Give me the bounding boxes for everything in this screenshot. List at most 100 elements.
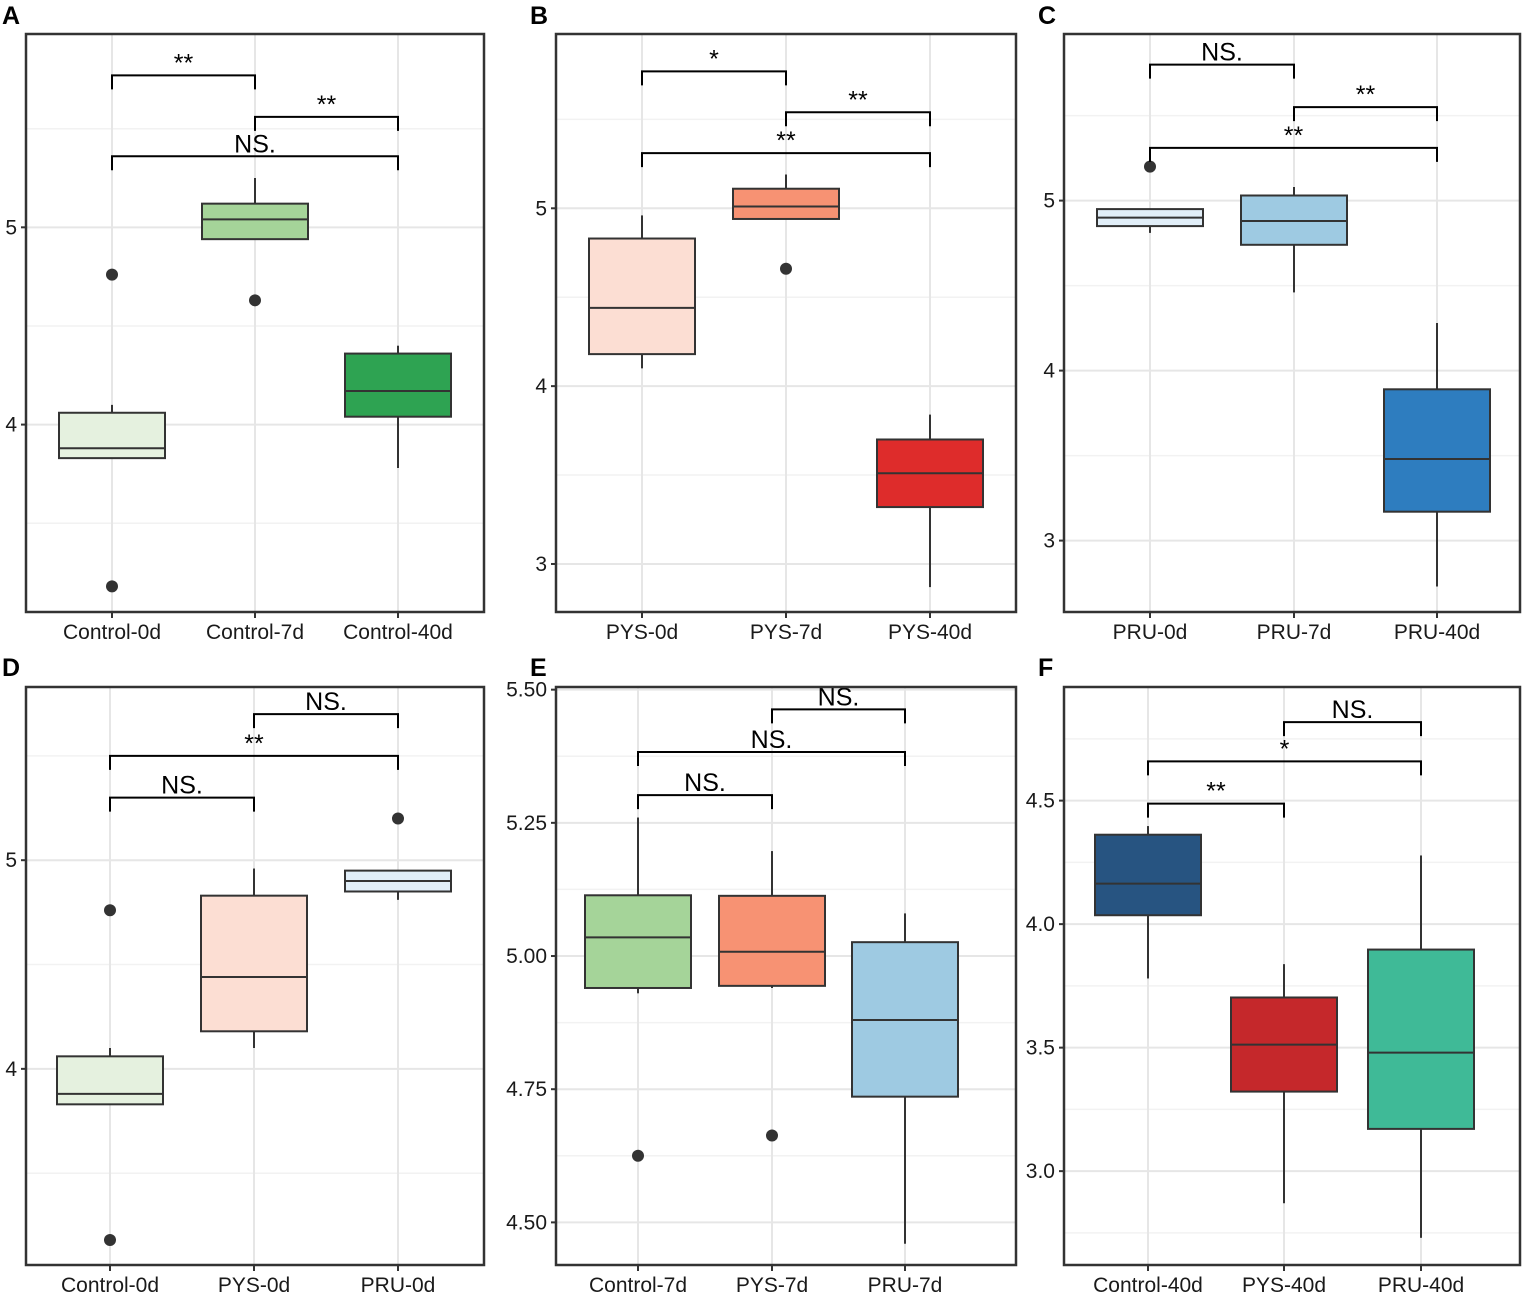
x-category-label: PYS-0d [606,621,678,644]
box-control-40d [344,345,452,468]
outlier-point [1144,160,1156,173]
box-control-0d [58,268,166,593]
box-iqr [1383,388,1491,513]
y-tick-label: 4.5 [1026,790,1055,813]
y-tick-label: 5 [5,216,17,239]
x-category-label: PYS-40d [1242,1274,1326,1295]
y-tick-label: 4 [5,1058,17,1081]
y-tick-label: 4.75 [506,1078,547,1101]
panel-label: B [530,2,548,30]
significance-label: NS. [751,726,793,754]
panel-label: A [2,2,20,30]
panel-a: A ** ** NS. 4 5 Control-0d Control-7d Control-40… [2,2,486,644]
significance-label: NS. [305,688,347,716]
significance-bracket: NS. [637,769,773,810]
significance-label: ** [1206,778,1226,806]
y-tick-label: 3.0 [1026,1160,1055,1183]
significance-bracket: NS. [109,772,255,812]
box-iqr [1367,948,1475,1130]
panel-d: D NS. ** NS. 4 5 Control-0d PYS-0d PRU-0d [2,654,486,1295]
significance-bracket: ** [1147,778,1285,818]
significance-label: NS. [161,772,203,800]
significance-bracket: NS. [253,688,399,729]
y-tick-label: 3.5 [1026,1037,1055,1060]
bracket-line [109,796,255,812]
bracket-line [1147,802,1285,818]
bracket-line [637,794,773,810]
panel-frame [1062,685,1522,1267]
box-iqr [201,202,309,241]
bracket-line [111,74,256,90]
box-iqr [200,894,308,1033]
x-category-label: PRU-7d [868,1274,943,1295]
y-tick-label: 4 [5,414,17,437]
y-tick-label: 3 [535,553,547,576]
x-category-label: Control-7d [589,1274,687,1295]
x-category-label: PRU-0d [1113,621,1188,644]
panel-frame [1062,32,1522,614]
y-tick-label: 5.00 [506,945,547,968]
box-pys-7d [718,851,826,1142]
box-pys-0d [588,215,696,369]
x-category-label: Control-0d [61,1274,159,1295]
significance-label: * [709,45,719,73]
significance-label: ** [848,86,868,114]
y-tick-label: 5.25 [506,812,547,835]
x-category-label: PRU-7d [1257,621,1332,644]
box-iqr [718,894,826,987]
panel-e: ENS.NS.NS.4.504.755.005.255.50Control-7d… [506,654,1018,1295]
significance-label: NS. [684,769,726,797]
box-control-7d [201,178,309,307]
panel-label: E [530,654,547,682]
bracket-line [637,750,906,766]
bracket-line [1147,760,1422,776]
significance-bracket: NS. [1149,39,1295,79]
panel-label: F [1038,654,1053,682]
box-control-0d [56,904,164,1246]
outlier-point [766,1129,778,1142]
bracket-line [1149,146,1438,162]
significance-label: ** [776,127,796,155]
outlier-point [106,580,118,593]
x-category-label: Control-7d [206,621,304,644]
significance-bracket: NS. [111,130,399,171]
x-category-label: PYS-7d [736,1274,808,1295]
box-pru-40d [1367,855,1475,1238]
x-category-label: PYS-0d [218,1274,290,1295]
significance-bracket: ** [109,730,399,770]
y-tick-label: 4 [1043,360,1055,383]
outlier-point [392,812,404,825]
bracket-line [641,70,787,86]
significance-label: ** [1356,81,1376,109]
significance-label: ** [174,49,194,77]
outlier-point [104,1233,116,1246]
x-category-label: PYS-7d [750,621,822,644]
box-pru-7d [851,913,959,1244]
box-pys-40d [1230,964,1338,1204]
bracket-line [1283,721,1422,737]
box-pys-40d [876,414,984,588]
box-control-40d [1094,826,1202,979]
y-tick-label: 5.50 [506,679,547,702]
outlier-point [780,262,792,275]
bracket-line [109,754,399,770]
significance-bracket: ** [1149,122,1438,162]
significance-label: ** [317,91,337,119]
box-pru-0d [1096,160,1204,233]
y-tick-label: 4.50 [506,1211,547,1234]
significance-label: ** [1284,122,1304,150]
significance-label: ** [244,730,264,758]
x-category-label: PRU-0d [361,1274,436,1295]
significance-bracket: ** [641,127,931,168]
bracket-line [111,155,399,171]
box-iqr [584,894,692,989]
box-iqr [1094,833,1202,917]
y-tick-label: 4.0 [1026,913,1055,936]
outlier-point [104,904,116,917]
significance-bracket: ** [785,86,931,127]
box-iqr [58,411,166,460]
box-iqr [588,237,696,356]
